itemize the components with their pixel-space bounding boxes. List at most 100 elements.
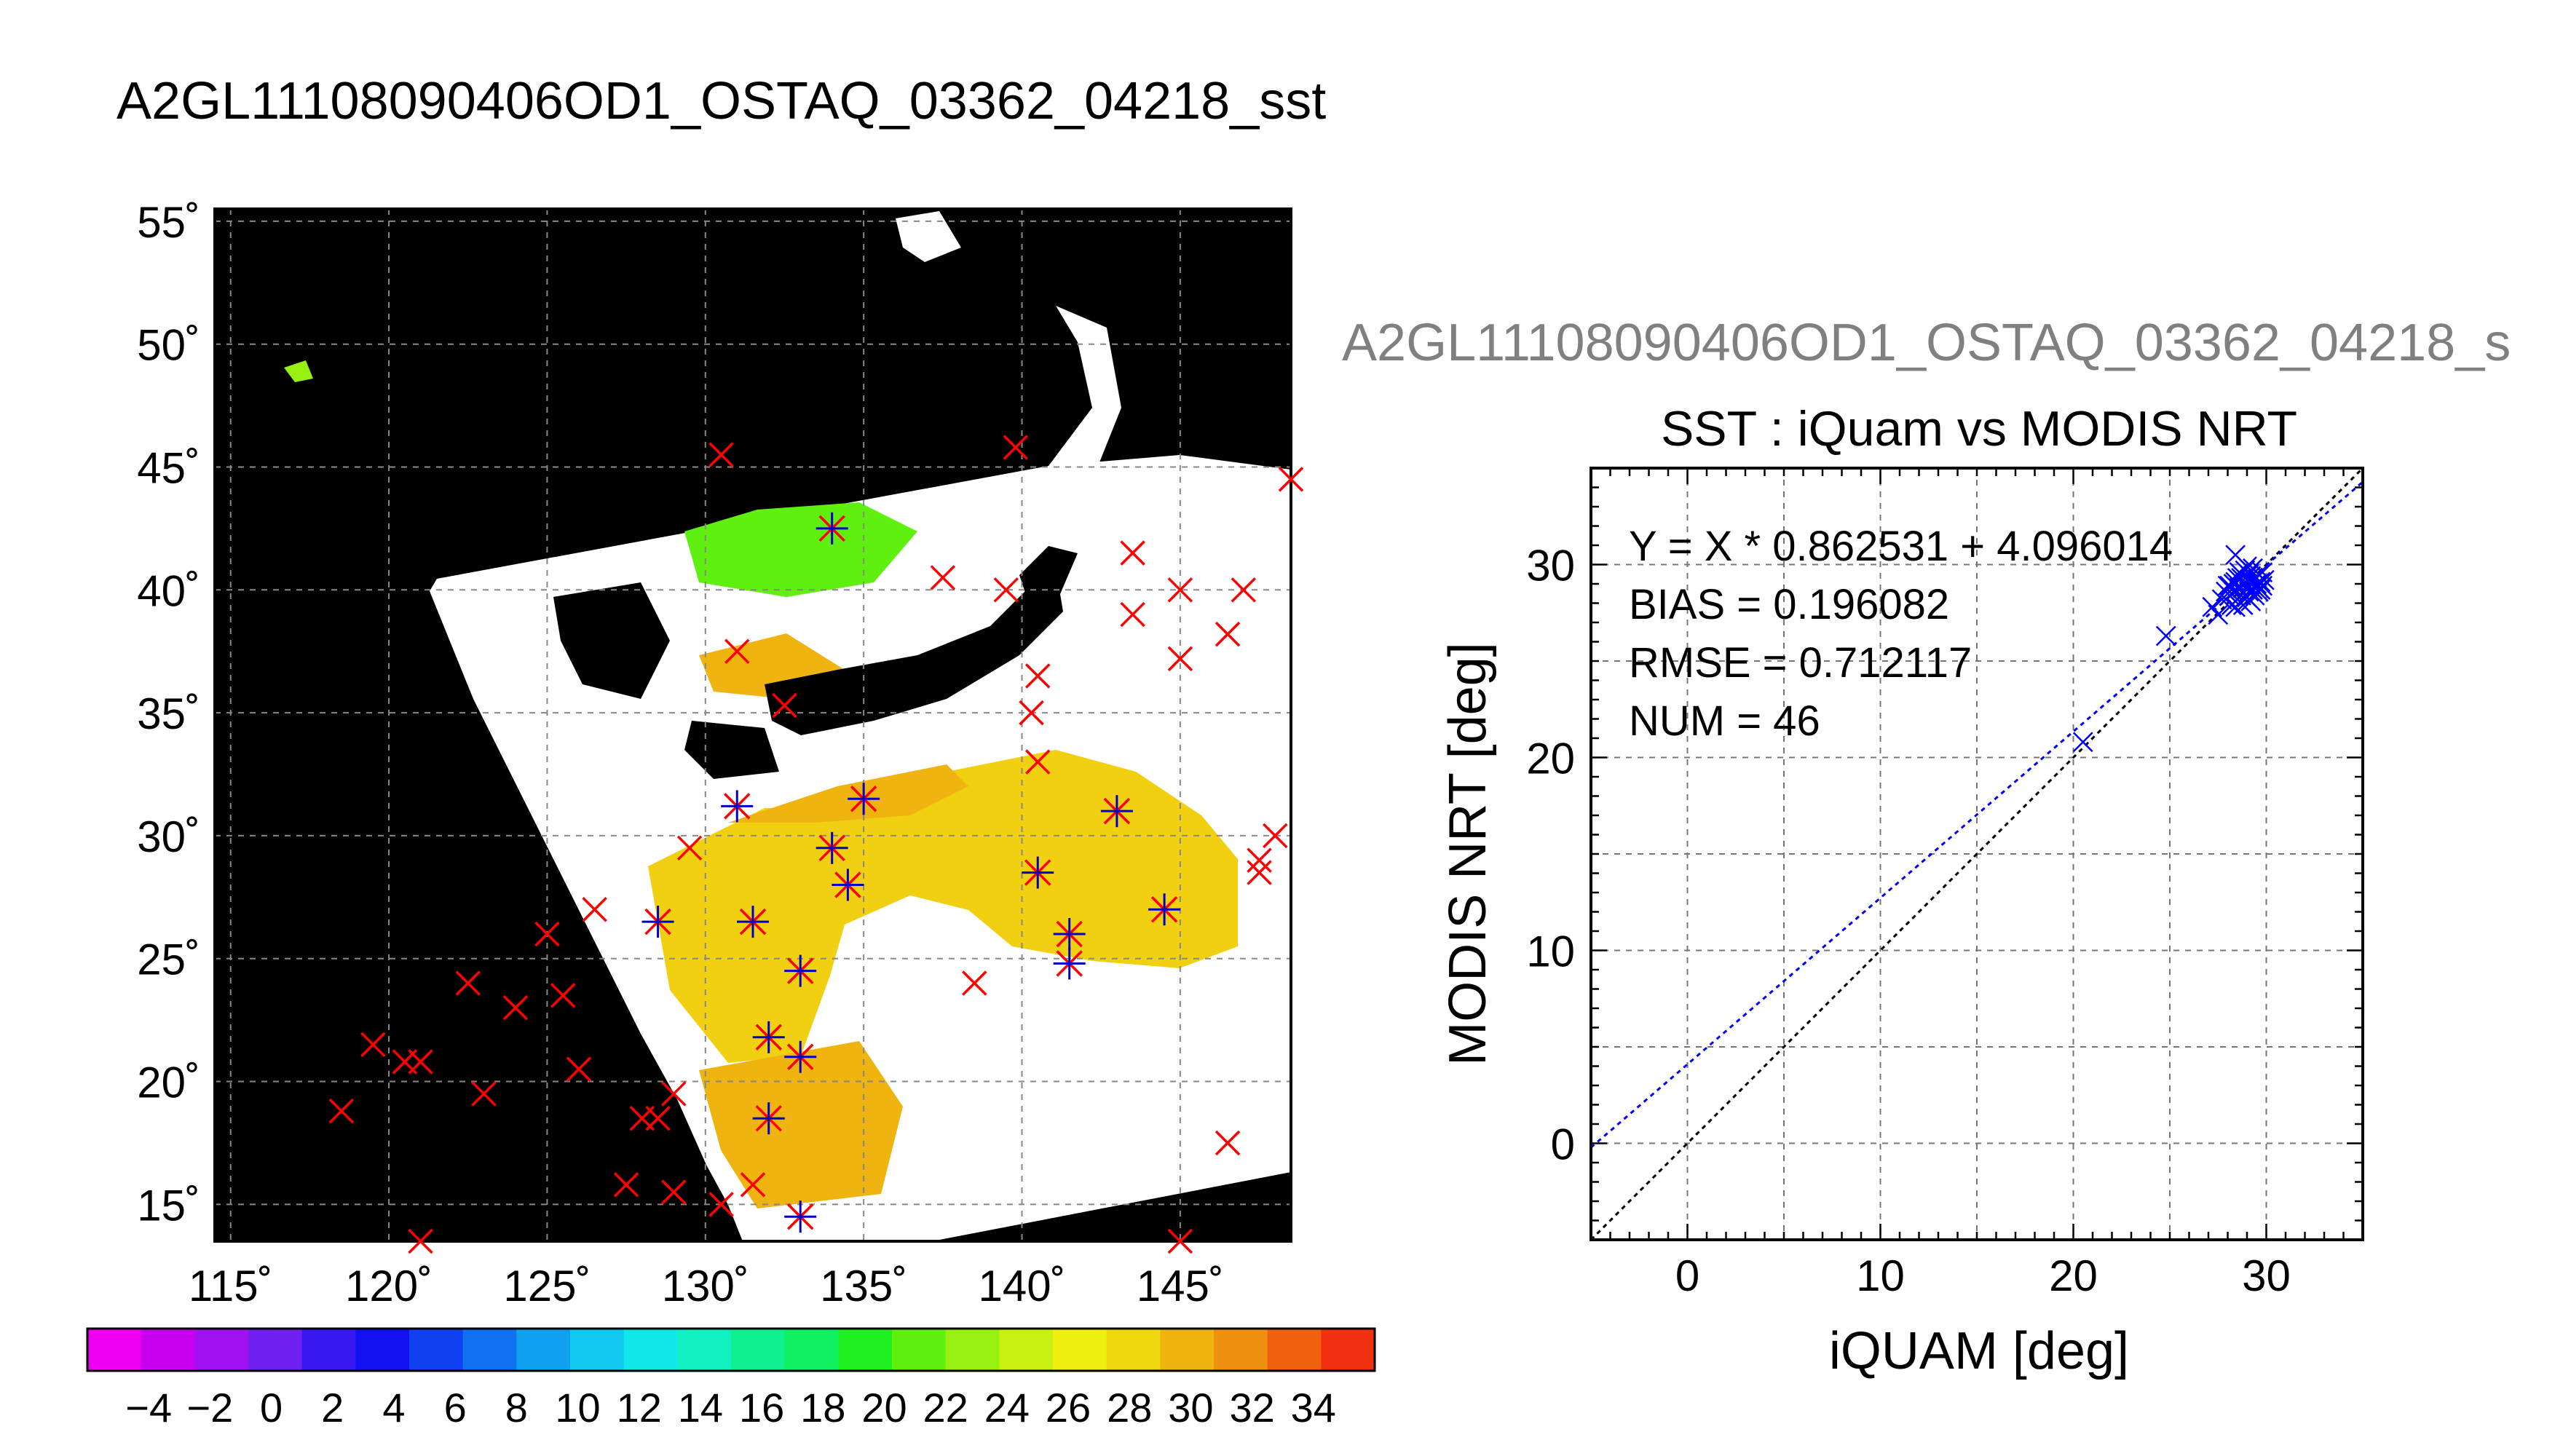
buoy-marker-red (1247, 860, 1272, 885)
colorbar-swatch (1267, 1329, 1322, 1371)
page-title: A2GL11108090406OD1_OSTAQ_03362_04218_sst (117, 72, 1326, 130)
buoy-marker-red (740, 1172, 766, 1198)
colorbar-swatch (731, 1329, 786, 1371)
sakhalin-area (1049, 306, 1121, 480)
scatter-plot: SST : iQuam vs MODIS NRT 0 10 20 30 0 10 20 30… (1439, 401, 2364, 1380)
buoy-marker-matched (1053, 947, 1086, 980)
data-point (2215, 581, 2236, 602)
buoy-marker-matched (752, 1021, 785, 1053)
buoy-marker-red (645, 1105, 671, 1131)
buoy-marker-red (408, 1228, 433, 1254)
x-axis-label: iQUAM [deg] (1829, 1322, 2129, 1380)
data-point (2240, 566, 2262, 587)
lat-label: 30˚ (137, 812, 200, 861)
sst-field-sea-of-japan (684, 502, 917, 597)
map-gridlines (215, 209, 1291, 1241)
colorbar-label: 16 (739, 1385, 784, 1431)
y-axis-label: MODIS NRT [deg] (1439, 642, 1497, 1066)
data-point (2243, 558, 2263, 579)
colorbar-swatch (301, 1329, 357, 1371)
lat-label: 45˚ (137, 444, 200, 493)
colorbar-label: 32 (1229, 1385, 1274, 1431)
colorbar-swatch (677, 1329, 732, 1371)
lat-label: 50˚ (137, 321, 200, 370)
colorbar-label: 30 (1168, 1385, 1213, 1431)
buoy-marker-red (930, 565, 956, 590)
lat-label: 15˚ (137, 1181, 200, 1230)
buoy-marker-red (1167, 1228, 1193, 1254)
buoy-marker-matched (832, 869, 864, 901)
buoy-marker-red (502, 995, 529, 1021)
colorbar: −4 −2 0 2 4 6 8 10 12 14 16 18 20 22 24 26 28 30 32 34 (86, 1327, 1376, 1431)
stats-line: Y = X * 0.862531 + 4.096014 (1629, 523, 2173, 570)
buoy-marker-red (1120, 540, 1145, 566)
map-latitude-labels: 55˚ 50˚ 45˚ 40˚ 35˚ 30˚ 25˚ 20˚ 15˚ (137, 198, 200, 1230)
colorbar-swatch (784, 1329, 840, 1371)
colorbar-label: 8 (505, 1385, 528, 1431)
colorbar-swatch (623, 1329, 679, 1371)
buoy-marker-red (613, 1172, 639, 1198)
data-point (2225, 596, 2246, 617)
kyushu-landmass (684, 721, 779, 779)
y-tick-label: 20 (1526, 735, 1575, 783)
buoy-marker-red (1215, 1130, 1241, 1156)
colorbar-swatch (1160, 1329, 1215, 1371)
buoy-marker-red (1231, 577, 1257, 603)
buoy-marker-matched (752, 1102, 785, 1135)
sst-patch-north (284, 360, 313, 382)
colorbar-swatch (945, 1329, 1000, 1371)
stats-line: BIAS = 0.196082 (1629, 581, 1949, 628)
lat-label: 20˚ (137, 1059, 200, 1107)
colorbar-label: 6 (444, 1385, 467, 1431)
buoy-marker-red (328, 1098, 355, 1124)
lat-label: 35˚ (137, 689, 200, 738)
colorbar-swatch (355, 1329, 410, 1371)
colorbar-swatch (1214, 1329, 1268, 1371)
colorbar-label: 18 (800, 1385, 845, 1431)
buoy-marker-red (1024, 749, 1051, 775)
lon-label: 115˚ (189, 1262, 273, 1310)
buoy-marker-red (1003, 435, 1029, 460)
x-tick-labels: 0 10 20 30 (1675, 1251, 2291, 1300)
colorbar-labels: −4 −2 0 2 4 6 8 10 12 14 16 18 20 22 24 26 28 30 32 34 (125, 1385, 1336, 1431)
buoy-marker-red (1167, 577, 1193, 603)
buoy-marker-matched (1022, 856, 1054, 889)
buoy-marker-red (1120, 601, 1145, 628)
lat-label: 55˚ (137, 198, 200, 247)
colorbar-label: 34 (1291, 1385, 1336, 1431)
buoy-marker-red (1215, 621, 1241, 647)
colorbar-frame (86, 1327, 1376, 1372)
lon-label: 145˚ (1137, 1262, 1224, 1310)
sst-field-warm (648, 750, 1238, 1063)
data-point (2250, 579, 2271, 600)
buoy-marker-red (360, 1032, 386, 1058)
colorbar-swatch (248, 1329, 303, 1371)
colorbar-swatch (892, 1329, 947, 1371)
buoy-marker-matched (1100, 795, 1133, 828)
colorbar-swatch (409, 1329, 464, 1371)
colorbar-swatch (87, 1329, 142, 1371)
colorbar-swatch (570, 1329, 625, 1371)
colorbar-label: 4 (382, 1385, 405, 1431)
colorbar-swatch (462, 1329, 518, 1371)
buoy-marker-matched (816, 512, 848, 545)
buoy-marker-red (534, 921, 560, 947)
lon-label: 120˚ (345, 1262, 433, 1310)
x-tick-label: 0 (1675, 1251, 1699, 1300)
buoy-marker-red (772, 692, 797, 719)
buoy-marker-red (550, 983, 576, 1008)
buoy-marker-red (962, 970, 987, 996)
stats-line: RMSE = 0.712117 (1629, 639, 1972, 687)
buoy-marker-matched (1148, 893, 1181, 926)
colorbar-label: −2 (186, 1385, 233, 1431)
colorbar-label: 28 (1107, 1385, 1152, 1431)
data-point (2231, 585, 2251, 606)
stats-annotation: Y = X * 0.862531 + 4.096014 BIAS = 0.1960… (1629, 523, 2173, 745)
colorbar-label: 20 (861, 1385, 907, 1431)
korea-landmass (553, 582, 670, 699)
buoy-marker-red (408, 1049, 433, 1075)
scatter-ticks (1590, 467, 2364, 1241)
scatter-subtitle: A2GL11108090406OD1_OSTAQ_03362_04218_s (1342, 314, 2511, 372)
buoy-marker-red (1263, 823, 1288, 849)
